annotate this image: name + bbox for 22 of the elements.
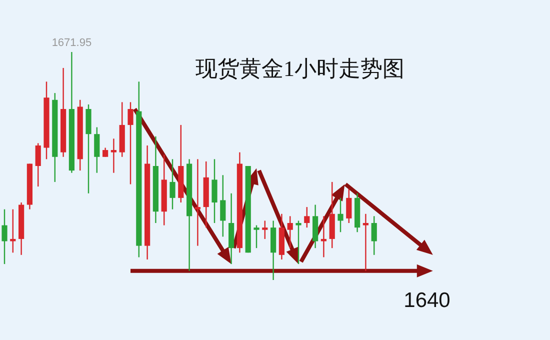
candlestick — [338, 197, 344, 233]
candlestick — [262, 220, 268, 240]
candlestick — [220, 174, 226, 238]
candlestick — [346, 188, 352, 224]
candlestick — [194, 158, 200, 246]
candlestick — [362, 213, 368, 272]
candlestick — [128, 102, 134, 185]
candlestick — [296, 220, 302, 265]
candlestick — [287, 216, 293, 249]
text: 1671.95 — [52, 37, 92, 49]
candlestick — [212, 158, 218, 224]
candlestick — [371, 216, 377, 256]
candlestick — [110, 138, 116, 174]
candlestick — [35, 142, 41, 188]
candlestick — [2, 208, 8, 265]
candlestick — [102, 147, 108, 158]
candlestick — [170, 158, 176, 210]
candlestick — [94, 126, 100, 174]
candlestick — [304, 206, 310, 228]
text: 1640 — [404, 289, 450, 312]
chart-title: 现货黄金1小时走势图 — [196, 56, 404, 81]
candlestick — [254, 224, 260, 249]
